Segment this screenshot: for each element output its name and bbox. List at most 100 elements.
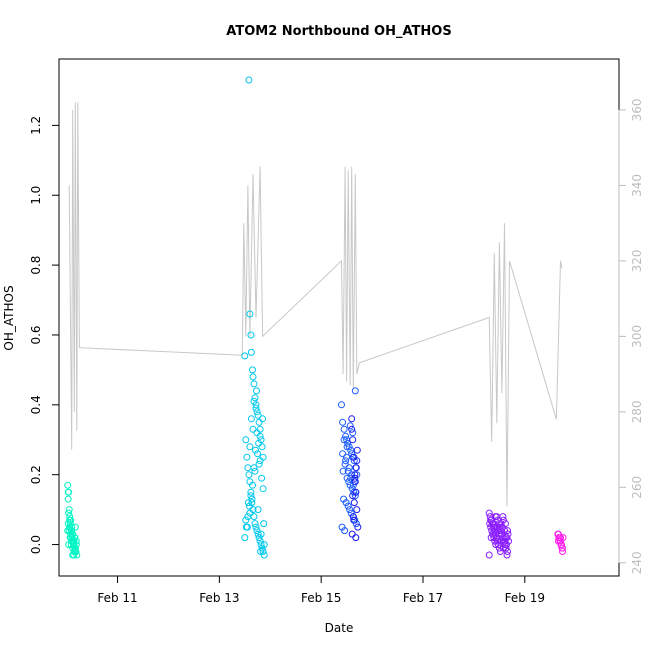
- data-point: [253, 408, 261, 416]
- data-point: [354, 523, 362, 531]
- data-point: [259, 415, 267, 423]
- data-point: [493, 534, 501, 542]
- points-layer: [64, 76, 567, 559]
- data-point: [345, 443, 353, 451]
- data-point: [255, 439, 263, 447]
- data-point: [64, 488, 72, 496]
- data-point: [485, 509, 493, 517]
- data-point: [344, 467, 352, 475]
- data-point: [503, 534, 511, 542]
- data-point: [351, 387, 359, 395]
- data-point: [486, 520, 494, 528]
- data-point: [66, 513, 74, 521]
- data-point: [350, 488, 358, 496]
- data-point: [242, 516, 250, 524]
- data-point: [345, 464, 353, 472]
- y-tick-label: 1.2: [29, 116, 43, 135]
- data-point: [342, 499, 350, 507]
- data-point: [339, 450, 347, 458]
- data-point: [347, 474, 355, 482]
- data-point: [250, 464, 258, 472]
- data-point: [260, 551, 268, 559]
- data-point: [248, 495, 256, 503]
- data-point: [255, 534, 263, 542]
- y-axis-label: OH_ATHOS: [2, 285, 16, 350]
- data-point: [341, 460, 349, 468]
- data-point: [249, 425, 257, 433]
- data-point: [502, 520, 509, 528]
- data-point: [71, 534, 79, 542]
- data-point: [71, 544, 79, 552]
- data-point: [65, 509, 73, 517]
- data-point: [339, 418, 347, 426]
- data-point: [347, 509, 355, 517]
- data-point: [348, 415, 356, 423]
- data-point: [492, 541, 500, 549]
- data-point: [499, 513, 507, 521]
- data-point: [256, 457, 264, 465]
- data-point: [504, 530, 512, 538]
- data-point: [67, 534, 75, 542]
- data-point: [64, 520, 72, 528]
- data-point: [249, 366, 256, 374]
- data-point: [346, 506, 354, 514]
- data-point: [244, 513, 252, 521]
- data-point: [70, 541, 78, 549]
- data-point: [252, 446, 259, 454]
- data-point: [343, 474, 351, 482]
- data-point: [251, 520, 259, 528]
- data-point: [504, 527, 511, 535]
- data-point: [351, 478, 359, 486]
- data-point: [497, 527, 505, 535]
- x-axis-label: Date: [325, 621, 354, 635]
- data-point: [254, 530, 262, 538]
- data-point: [554, 530, 562, 538]
- y-tick-label: 0.4: [29, 395, 43, 414]
- data-point: [258, 474, 266, 482]
- y2-tick-label: 340: [630, 174, 644, 197]
- data-point: [247, 348, 255, 356]
- data-point: [258, 443, 266, 451]
- data-point: [344, 502, 352, 510]
- y2-tick-label: 260: [630, 476, 644, 499]
- data-point: [253, 527, 261, 535]
- data-point: [349, 481, 357, 489]
- data-point: [487, 516, 495, 524]
- data-point: [254, 506, 262, 514]
- data-point: [504, 548, 511, 555]
- data-point: [493, 537, 501, 545]
- data-point: [341, 527, 349, 535]
- data-point: [499, 544, 507, 552]
- data-point: [343, 443, 351, 451]
- data-point: [71, 523, 79, 531]
- secondary-series-line: [68, 102, 563, 507]
- data-point: [559, 544, 566, 552]
- data-point: [255, 460, 263, 468]
- data-point: [69, 551, 77, 559]
- data-point: [350, 457, 358, 465]
- data-point: [352, 534, 360, 542]
- data-point: [339, 467, 347, 475]
- data-point: [64, 481, 72, 489]
- data-point: [245, 76, 253, 84]
- data-point: [259, 548, 267, 555]
- data-point: [348, 485, 356, 493]
- data-point: [66, 520, 74, 528]
- data-point: [342, 457, 350, 465]
- data-point: [489, 530, 497, 538]
- data-point: [252, 523, 260, 531]
- data-point: [243, 523, 251, 531]
- data-point: [501, 541, 509, 549]
- x-tick-label: Feb 19: [505, 591, 545, 605]
- chart-title: ATOM2 Northbound OH_ATHOS: [226, 24, 451, 39]
- data-point: [342, 432, 350, 440]
- data-point: [497, 520, 505, 528]
- data-point: [486, 513, 494, 521]
- data-point: [242, 436, 250, 444]
- data-point: [247, 488, 255, 496]
- data-point: [64, 495, 72, 503]
- data-point: [557, 534, 564, 542]
- data-point: [64, 527, 72, 535]
- data-point: [353, 471, 361, 479]
